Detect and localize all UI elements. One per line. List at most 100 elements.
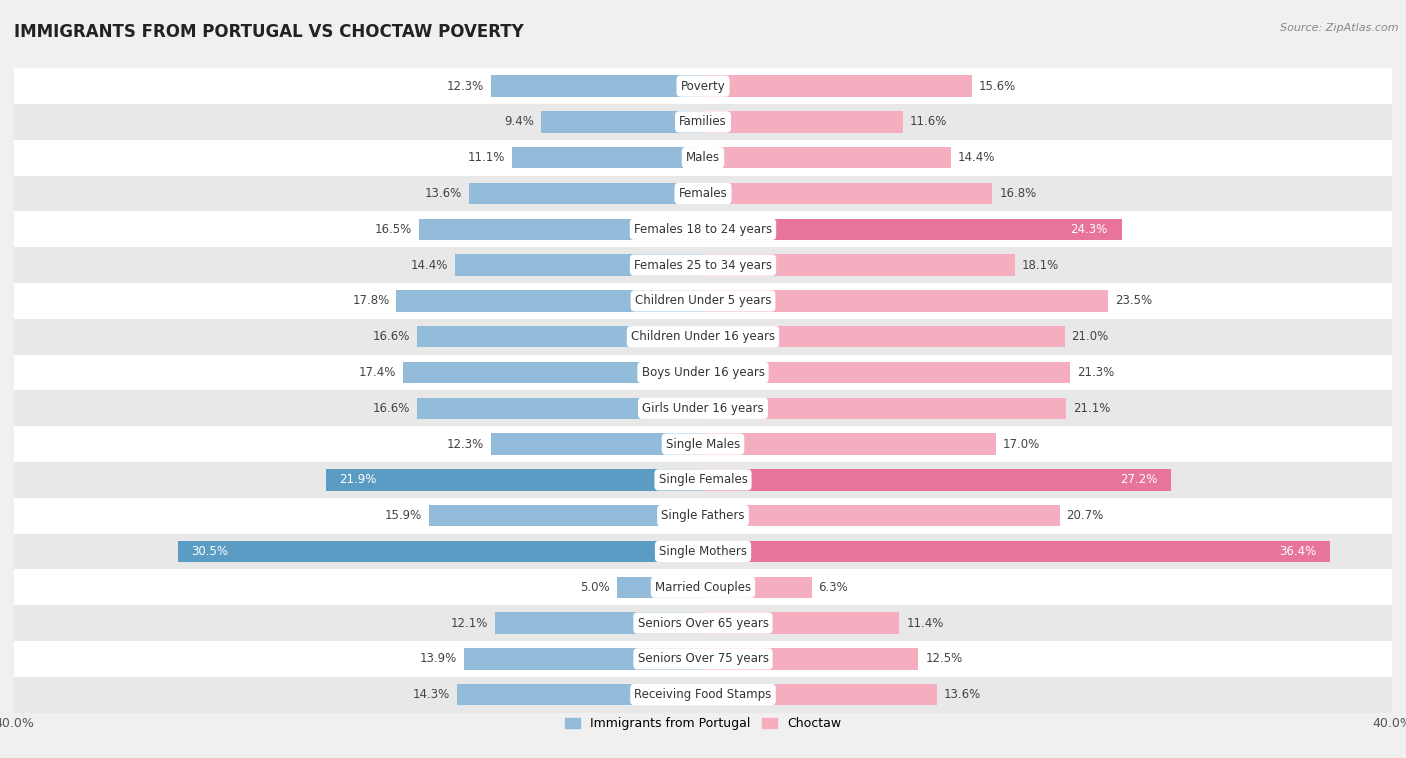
- Text: Single Mothers: Single Mothers: [659, 545, 747, 558]
- Bar: [703, 434, 995, 455]
- Bar: [703, 648, 918, 669]
- Text: 15.9%: 15.9%: [385, 509, 422, 522]
- Text: Children Under 16 years: Children Under 16 years: [631, 330, 775, 343]
- Text: Single Females: Single Females: [658, 473, 748, 487]
- Legend: Immigrants from Portugal, Choctaw: Immigrants from Portugal, Choctaw: [560, 713, 846, 735]
- Text: 20.7%: 20.7%: [1066, 509, 1104, 522]
- Text: 15.6%: 15.6%: [979, 80, 1015, 92]
- Bar: [14, 68, 1392, 104]
- Bar: [14, 283, 1392, 319]
- Text: Single Males: Single Males: [666, 437, 740, 450]
- Bar: [703, 147, 950, 168]
- Text: Females 18 to 24 years: Females 18 to 24 years: [634, 223, 772, 236]
- Bar: [512, 147, 703, 168]
- Text: 14.4%: 14.4%: [411, 258, 449, 271]
- Text: Boys Under 16 years: Boys Under 16 years: [641, 366, 765, 379]
- Text: Seniors Over 65 years: Seniors Over 65 years: [637, 616, 769, 630]
- Bar: [703, 75, 972, 97]
- Bar: [14, 139, 1392, 176]
- Text: 18.1%: 18.1%: [1022, 258, 1059, 271]
- Bar: [14, 641, 1392, 677]
- Bar: [491, 75, 703, 97]
- Text: 14.3%: 14.3%: [412, 688, 450, 701]
- Text: Source: ZipAtlas.com: Source: ZipAtlas.com: [1281, 23, 1399, 33]
- Bar: [404, 362, 703, 384]
- Text: Females: Females: [679, 187, 727, 200]
- Bar: [14, 605, 1392, 641]
- Text: 12.3%: 12.3%: [447, 80, 484, 92]
- Bar: [14, 247, 1392, 283]
- Bar: [703, 111, 903, 133]
- Text: Seniors Over 75 years: Seniors Over 75 years: [637, 653, 769, 666]
- Bar: [703, 362, 1070, 384]
- Bar: [703, 577, 811, 598]
- Text: 13.9%: 13.9%: [419, 653, 457, 666]
- Bar: [14, 498, 1392, 534]
- Bar: [703, 183, 993, 204]
- Text: Families: Families: [679, 115, 727, 128]
- Bar: [326, 469, 703, 490]
- Bar: [703, 540, 1330, 562]
- Bar: [456, 255, 703, 276]
- Text: 16.6%: 16.6%: [373, 402, 411, 415]
- Text: Males: Males: [686, 151, 720, 164]
- Bar: [14, 319, 1392, 355]
- Bar: [177, 540, 703, 562]
- Text: Poverty: Poverty: [681, 80, 725, 92]
- Bar: [418, 326, 703, 347]
- Text: 21.9%: 21.9%: [340, 473, 377, 487]
- Text: 17.4%: 17.4%: [359, 366, 396, 379]
- Bar: [14, 104, 1392, 139]
- Text: 12.3%: 12.3%: [447, 437, 484, 450]
- Bar: [495, 612, 703, 634]
- Text: 6.3%: 6.3%: [818, 581, 848, 594]
- Text: Single Fathers: Single Fathers: [661, 509, 745, 522]
- Text: Children Under 5 years: Children Under 5 years: [634, 294, 772, 308]
- Bar: [419, 218, 703, 240]
- Bar: [418, 397, 703, 419]
- Bar: [14, 569, 1392, 605]
- Text: 30.5%: 30.5%: [191, 545, 228, 558]
- Bar: [703, 255, 1015, 276]
- Text: Females 25 to 34 years: Females 25 to 34 years: [634, 258, 772, 271]
- Text: 16.6%: 16.6%: [373, 330, 411, 343]
- Text: 16.5%: 16.5%: [374, 223, 412, 236]
- Bar: [703, 684, 938, 706]
- Text: 11.1%: 11.1%: [468, 151, 505, 164]
- Bar: [396, 290, 703, 312]
- Text: 5.0%: 5.0%: [581, 581, 610, 594]
- Text: 12.5%: 12.5%: [925, 653, 963, 666]
- Text: 21.0%: 21.0%: [1071, 330, 1109, 343]
- Bar: [703, 218, 1122, 240]
- Bar: [703, 469, 1171, 490]
- Text: 27.2%: 27.2%: [1121, 473, 1157, 487]
- Bar: [468, 183, 703, 204]
- Bar: [14, 534, 1392, 569]
- Text: 21.3%: 21.3%: [1077, 366, 1114, 379]
- Bar: [14, 677, 1392, 713]
- Text: 11.6%: 11.6%: [910, 115, 948, 128]
- Bar: [457, 684, 703, 706]
- Text: 13.6%: 13.6%: [425, 187, 461, 200]
- Text: Girls Under 16 years: Girls Under 16 years: [643, 402, 763, 415]
- Bar: [703, 326, 1064, 347]
- Bar: [703, 612, 900, 634]
- Text: 13.6%: 13.6%: [945, 688, 981, 701]
- Text: 36.4%: 36.4%: [1279, 545, 1316, 558]
- Bar: [14, 355, 1392, 390]
- Bar: [541, 111, 703, 133]
- Text: 17.0%: 17.0%: [1002, 437, 1040, 450]
- Text: 9.4%: 9.4%: [505, 115, 534, 128]
- Text: 23.5%: 23.5%: [1115, 294, 1152, 308]
- Bar: [429, 505, 703, 526]
- Text: 12.1%: 12.1%: [450, 616, 488, 630]
- Text: IMMIGRANTS FROM PORTUGAL VS CHOCTAW POVERTY: IMMIGRANTS FROM PORTUGAL VS CHOCTAW POVE…: [14, 23, 524, 41]
- Bar: [14, 462, 1392, 498]
- Text: 24.3%: 24.3%: [1070, 223, 1108, 236]
- Text: 16.8%: 16.8%: [1000, 187, 1036, 200]
- Bar: [703, 290, 1108, 312]
- Bar: [617, 577, 703, 598]
- Bar: [14, 176, 1392, 211]
- Bar: [14, 426, 1392, 462]
- Text: 17.8%: 17.8%: [353, 294, 389, 308]
